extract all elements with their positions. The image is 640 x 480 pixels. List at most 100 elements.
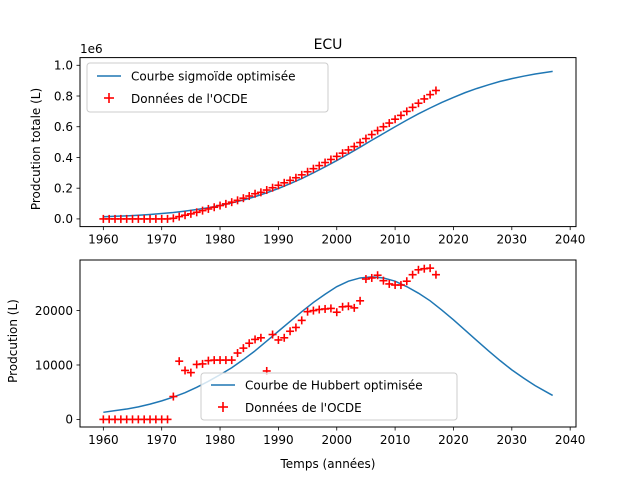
x-tick-label: 2010	[380, 233, 411, 247]
data-point	[396, 281, 405, 290]
data-point	[420, 94, 429, 103]
series-line	[103, 70, 553, 218]
legend-marker-swatch	[218, 402, 228, 412]
data-point	[367, 273, 376, 282]
y-tick-label: 1.0	[54, 59, 73, 73]
data-point	[291, 173, 300, 182]
data-point	[309, 306, 318, 315]
data-point	[326, 155, 335, 164]
y-tick-label: 20000	[35, 304, 73, 318]
data-point	[286, 327, 295, 336]
data-point	[396, 111, 405, 120]
data-point	[216, 201, 225, 210]
data-point	[321, 158, 330, 167]
data-point	[221, 199, 230, 208]
data-point	[198, 206, 207, 215]
data-point	[332, 152, 341, 161]
y-tick-label: 0.8	[54, 89, 73, 103]
y-tick-label: 0.0	[54, 212, 73, 226]
data-point	[210, 203, 219, 212]
data-point	[315, 161, 324, 170]
data-point	[256, 333, 265, 342]
x-tick-label: 2040	[555, 433, 586, 447]
data-point	[186, 368, 195, 377]
data-point	[268, 183, 277, 192]
data-point	[379, 276, 388, 285]
data-point	[291, 323, 300, 332]
x-tick-label: 2000	[321, 433, 352, 447]
data-point	[262, 186, 271, 195]
annual-production-panel: Prodcution (L) Temps (années) 1960 1970 19…	[6, 259, 586, 471]
scatter-series	[99, 86, 440, 223]
y-offset-label: 1e6	[80, 42, 103, 56]
data-point	[309, 164, 318, 173]
y-tick-label: 0	[65, 413, 73, 427]
x-tick-label: 1980	[205, 233, 236, 247]
data-point	[297, 316, 306, 325]
data-point	[385, 279, 394, 288]
data-point	[303, 307, 312, 316]
legend: Courbe sigmoïde optimisée Données de l'O…	[86, 62, 329, 113]
data-point	[344, 145, 353, 154]
x-tick-label: 2040	[555, 233, 586, 247]
data-point	[233, 349, 242, 358]
data-point	[402, 107, 411, 116]
data-point	[175, 212, 184, 221]
data-point	[198, 359, 207, 368]
data-point	[256, 188, 265, 197]
x-tick-label: 1960	[88, 233, 119, 247]
data-point	[274, 335, 283, 344]
x-tick-label: 1960	[88, 433, 119, 447]
data-point	[280, 178, 289, 187]
x-tick-label: 2020	[438, 433, 469, 447]
data-point	[227, 356, 236, 365]
legend-box	[86, 62, 329, 113]
legend-box	[200, 372, 458, 421]
y-axis-label: Prodcution (L)	[6, 299, 20, 383]
data-point	[227, 198, 236, 207]
data-point	[303, 167, 312, 176]
data-point	[233, 196, 242, 205]
data-point	[356, 138, 365, 147]
data-point	[426, 264, 435, 273]
data-point	[326, 304, 335, 313]
plot-frame	[79, 259, 577, 428]
data-point	[169, 392, 178, 401]
data-point	[239, 194, 248, 203]
data-point	[391, 115, 400, 124]
data-point	[344, 302, 353, 311]
x-axis-label: Temps (années)	[280, 457, 376, 471]
data-point	[408, 270, 417, 279]
x-tick-label: 2010	[380, 433, 411, 447]
data-point	[408, 103, 417, 112]
x-tick-label: 1990	[263, 233, 294, 247]
data-point	[402, 277, 411, 286]
cumulative-production-panel: ECU 1e6 Prodcution totale (L) 1960 1970 19…	[29, 37, 585, 247]
data-point	[379, 122, 388, 131]
series-line	[103, 276, 554, 414]
data-point	[431, 270, 440, 279]
data-point	[361, 134, 370, 143]
data-point	[385, 119, 394, 128]
data-point	[169, 214, 178, 223]
data-point	[274, 181, 283, 190]
data-point	[268, 330, 277, 339]
data-point	[181, 211, 190, 220]
data-point	[373, 126, 382, 135]
data-point	[338, 149, 347, 158]
x-tick-label: 1980	[205, 433, 236, 447]
x-tick-label: 1970	[146, 433, 177, 447]
legend-label-hubbert: Courbe de Hubbert optimisée	[245, 379, 423, 393]
data-point	[356, 296, 365, 305]
data-point	[251, 335, 260, 344]
scatter-series	[99, 264, 440, 424]
x-tick-label: 1970	[146, 233, 177, 247]
y-tick-label: 0.4	[54, 151, 73, 165]
data-point	[251, 189, 260, 198]
data-point	[239, 344, 248, 353]
y-tick-label: 10000	[35, 358, 73, 372]
y-tick-label: 0.6	[54, 120, 73, 134]
x-tick-label: 2030	[497, 233, 528, 247]
y-axis-label: Prodcution totale (L)	[29, 88, 43, 210]
